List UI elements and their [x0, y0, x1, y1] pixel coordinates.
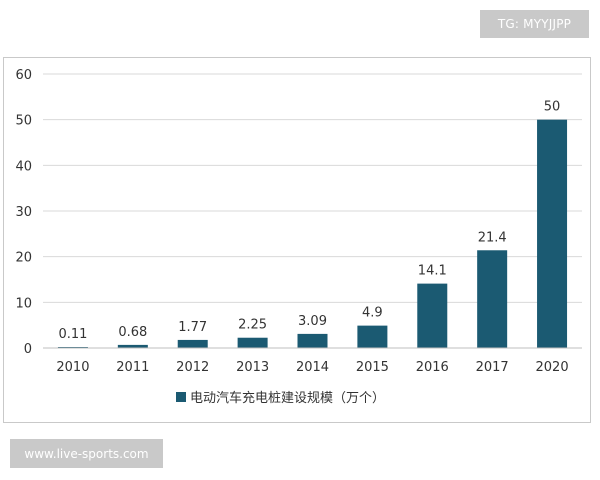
y-tick-label: 30	[15, 205, 32, 220]
y-tick-label: 20	[15, 251, 32, 266]
bar-2020	[537, 119, 568, 349]
y-tick-label: 40	[15, 159, 32, 174]
data-label: 2.25	[238, 318, 267, 333]
data-label: 0.68	[118, 325, 147, 340]
legend: 电动汽车充电桩建设规模（万个）	[176, 390, 385, 406]
data-label: 21.4	[478, 230, 507, 245]
x-tick-label: 2017	[476, 360, 509, 375]
bar-2012	[177, 339, 208, 348]
y-tick-label: 50	[15, 114, 32, 129]
x-tick-label: 2016	[416, 360, 449, 375]
x-tick-label: 2020	[536, 360, 569, 375]
y-tick-label: 60	[15, 68, 32, 83]
bar-2014	[297, 333, 328, 348]
watermark-top: TG: MYYJJPP	[480, 10, 589, 38]
x-tick-label: 2010	[56, 360, 89, 375]
x-tick-label: 2011	[116, 360, 149, 375]
bar-2017	[477, 250, 508, 348]
bar-2013	[237, 337, 268, 348]
data-label: 50	[544, 100, 561, 115]
legend-swatch	[176, 392, 186, 402]
y-tick-label: 10	[15, 296, 32, 311]
watermark-bottom: www.live-sports.com	[10, 439, 163, 468]
data-label: 3.09	[298, 314, 327, 329]
x-tick-label: 2015	[356, 360, 389, 375]
data-label: 4.9	[362, 306, 383, 321]
y-tick-label: 0	[24, 342, 32, 357]
x-tick-label: 2014	[296, 360, 329, 375]
data-label: 1.77	[178, 320, 207, 335]
x-tick-label: 2013	[236, 360, 269, 375]
x-tick-label: 2012	[176, 360, 209, 375]
data-label: 14.1	[418, 264, 447, 279]
bar-2016	[417, 283, 448, 348]
data-label: 0.11	[58, 327, 87, 342]
chart-frame	[3, 57, 591, 423]
bar-2015	[357, 325, 388, 348]
bar-2011	[117, 344, 148, 348]
legend-label: 电动汽车充电桩建设规模（万个）	[190, 390, 385, 406]
